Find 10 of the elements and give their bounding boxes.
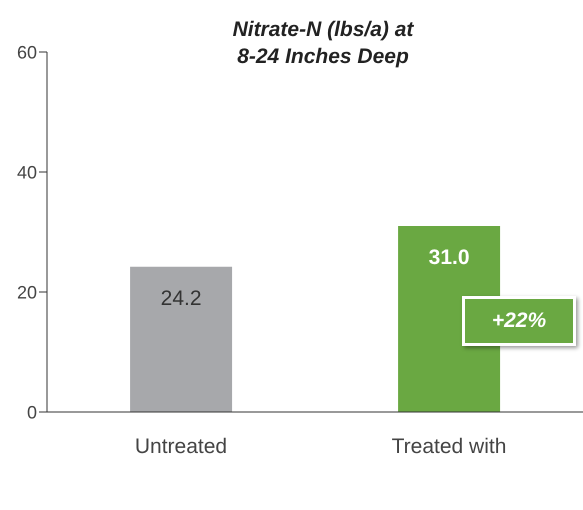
y-tick-label: 0 xyxy=(26,402,37,422)
chart-title: Nitrate-N (lbs/a) at 8-24 Inches Deep xyxy=(232,17,415,70)
y-tick-label: 60 xyxy=(16,42,37,62)
x-tick-label: Untreated xyxy=(134,434,228,458)
x-tick-label: Treated with xyxy=(392,434,506,458)
y-tick-label: 20 xyxy=(16,282,37,302)
data-label: 31.0 xyxy=(428,246,470,269)
data-label: 24.2 xyxy=(160,286,202,310)
annotation: +22% xyxy=(462,296,576,346)
y-tick-label: 40 xyxy=(16,162,37,182)
